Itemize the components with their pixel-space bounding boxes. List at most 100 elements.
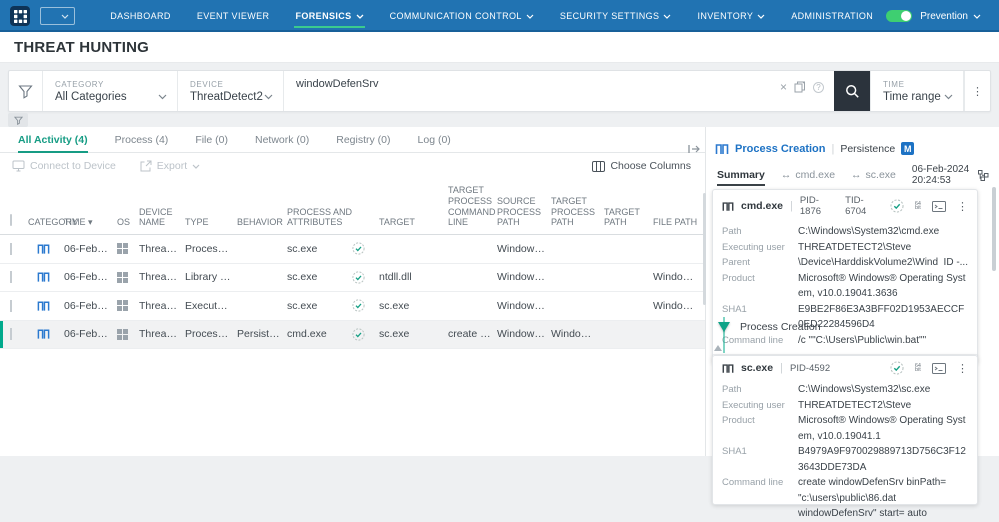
cell-type: Process Ter... — [185, 242, 237, 255]
row-checkbox[interactable] — [10, 299, 12, 312]
process-card-sc[interactable]: sc.exe | PID-4592 64 bit ⋮ Path C:\Windows… — [712, 355, 978, 519]
table-row[interactable]: 06-Feb-202... ThreatDe... Library Loa...… — [0, 264, 705, 293]
col-type[interactable]: TYPE — [185, 217, 209, 228]
cell-process: sc.exe — [287, 271, 379, 284]
col-os[interactable]: OS — [117, 217, 131, 228]
process-card-header: sc.exe | PID-4592 64 bit ⋮ — [713, 356, 977, 378]
filter-funnel-icon[interactable] — [9, 71, 43, 111]
nav-item-forensics[interactable]: FORENSICS — [282, 0, 376, 32]
console-icon[interactable] — [932, 200, 946, 212]
mode-dropdown[interactable]: Prevention — [920, 11, 981, 22]
cell-process: cmd.exe — [287, 328, 379, 341]
table-row[interactable]: 06-Feb-202... ThreatDe... Process Ter...… — [0, 235, 705, 264]
col-category[interactable]: CATEGORY — [28, 217, 78, 228]
device-dropdown[interactable]: DEVICE ThreatDetect2 — [178, 71, 284, 111]
signed-check-icon — [890, 199, 904, 213]
top-nav: DASHBOARD EVENT VIEWER FORENSICS COMMUNI… — [0, 0, 999, 32]
sort-desc-icon[interactable]: ▾ — [88, 217, 93, 228]
monitor-icon — [12, 160, 25, 172]
chevron-down-icon — [526, 14, 534, 19]
time-range-dropdown[interactable]: TIME Time range — [870, 71, 964, 111]
query-input[interactable]: windowDefenSrv — [296, 78, 379, 90]
nav-item-dashboard[interactable]: DASHBOARD — [110, 11, 171, 21]
app-logo-icon[interactable] — [10, 6, 30, 26]
kebab-icon[interactable]: ⋮ — [957, 362, 968, 375]
process-category-icon — [28, 243, 64, 255]
nav-item-administration[interactable]: ADMINISTRATION — [791, 11, 874, 21]
prevention-toggle[interactable] — [886, 10, 913, 22]
query-actions: × ? — [780, 71, 834, 111]
tab-summary[interactable]: Summary — [717, 169, 765, 186]
field-sha1: E9BE2F86E3A3BFF02D1953AECCF0ED22284596D4 — [798, 303, 965, 331]
nav-item-communication-control[interactable]: COMMUNICATION CONTROL — [377, 0, 547, 32]
copy-query-icon[interactable] — [794, 81, 806, 93]
select-all-checkbox[interactable] — [10, 214, 12, 227]
row-checkbox[interactable] — [10, 242, 12, 255]
category-label: CATEGORY — [55, 80, 104, 89]
col-behavior[interactable]: BEHAVIOR — [237, 217, 283, 228]
col-target-process-command-line[interactable]: TARGET PROCESS COMMAND LINE — [448, 185, 496, 228]
collapse-triangle-icon[interactable] — [714, 345, 722, 351]
process-name: sc.exe — [741, 362, 774, 374]
clear-query-icon[interactable]: × — [779, 80, 787, 94]
process-card-cmd[interactable]: cmd.exe | PID-1876 TID-6704 64 bit ⋮ Path… — [712, 189, 978, 364]
field-command-line: /c ""C:\Users\Public\win.bat"" — [798, 334, 927, 346]
panel-scrollbar[interactable] — [992, 187, 996, 271]
field-executing-user: THREATDETECT2\Steve — [798, 241, 912, 253]
kebab-icon[interactable]: ⋮ — [957, 200, 968, 213]
signed-check-icon — [352, 271, 365, 284]
cell-type: Process Cre... — [185, 328, 237, 341]
chevron-down-icon — [264, 94, 273, 100]
filter-more-options-button[interactable]: ⋮ — [964, 71, 990, 111]
results-area: All Activity (4) Process (4) File (0) Ne… — [0, 127, 706, 456]
col-time[interactable]: TIME ▾ — [64, 217, 93, 228]
col-device-name[interactable]: DEVICE NAME — [139, 206, 173, 228]
process-category-icon — [28, 271, 64, 283]
tab-sc-exe[interactable]: ↔ sc.exe — [851, 169, 896, 181]
col-target-path[interactable]: TARGET PATH — [604, 206, 640, 228]
tab-cmd-exe[interactable]: ↔ cmd.exe — [780, 169, 836, 181]
cell-source-path: Windows\Sy... — [497, 328, 551, 341]
cell-file-path: Windows\Sy... — [653, 271, 705, 284]
col-process-attributes[interactable]: PROCESS AND ATTRIBUTES — [287, 206, 353, 228]
tab-file[interactable]: File (0) — [195, 133, 228, 146]
panel-left-scrollbar[interactable] — [703, 193, 706, 305]
tab-all-activity[interactable]: All Activity (4) — [18, 127, 88, 153]
tab-network[interactable]: Network (0) — [254, 133, 310, 146]
field-executing-user: THREATDETECT2\Steve — [798, 399, 912, 411]
nav-right-cluster: Prevention — [886, 10, 989, 22]
tab-log[interactable]: Log (0) — [417, 133, 451, 146]
choose-columns-button[interactable]: Choose Columns — [592, 160, 691, 172]
connect-to-device-button[interactable]: Connect to Device — [12, 160, 116, 172]
process-tree-icon[interactable] — [978, 169, 989, 181]
console-icon[interactable] — [932, 362, 946, 374]
nav-item-event-viewer[interactable]: EVENT VIEWER — [196, 11, 270, 21]
field-parent-id: ID -... — [943, 257, 968, 268]
search-button[interactable] — [834, 71, 870, 111]
mini-funnel-icon[interactable] — [8, 113, 28, 127]
export-button[interactable]: Export — [140, 160, 200, 172]
table-row-selected[interactable]: 06-Feb-202... ThreatDe... Process Cre...… — [0, 320, 705, 350]
col-source-process-path[interactable]: SOURCE PROCESS PATH — [497, 195, 542, 228]
col-target-process-path[interactable]: TARGET PROCESS PATH — [551, 195, 596, 228]
tab-registry[interactable]: Registry (0) — [336, 133, 391, 146]
row-checkbox[interactable] — [10, 271, 12, 284]
cell-target: ntdll.dll — [379, 271, 412, 284]
col-file-path[interactable]: FILE PATH — [653, 217, 698, 228]
tab-process[interactable]: Process (4) — [114, 133, 169, 146]
field-sha1: B4979A9F970029889713D756C3F123643DDE73DA — [798, 446, 966, 473]
detail-header: Process Creation | Persistence M — [706, 127, 999, 155]
nav-item-security-settings[interactable]: SECURITY SETTINGS — [547, 0, 685, 32]
windows-os-icon — [117, 271, 139, 283]
panel-expand-icon[interactable] — [688, 144, 700, 154]
row-checkbox[interactable] — [10, 328, 12, 341]
nav-item-inventory[interactable]: INVENTORY — [684, 0, 778, 32]
cell-time: 06-Feb-202... — [64, 271, 117, 284]
mitre-badge[interactable]: M — [901, 142, 915, 155]
table-row[interactable]: 06-Feb-202... ThreatDe... Executable ...… — [0, 292, 705, 321]
query-help-icon[interactable]: ? — [813, 81, 824, 93]
col-target[interactable]: TARGET — [379, 217, 415, 228]
scope-selector[interactable] — [40, 7, 76, 25]
category-dropdown[interactable]: CATEGORY All Categories — [43, 71, 178, 111]
detail-panel: Process Creation | Persistence M Summary… — [703, 127, 999, 519]
